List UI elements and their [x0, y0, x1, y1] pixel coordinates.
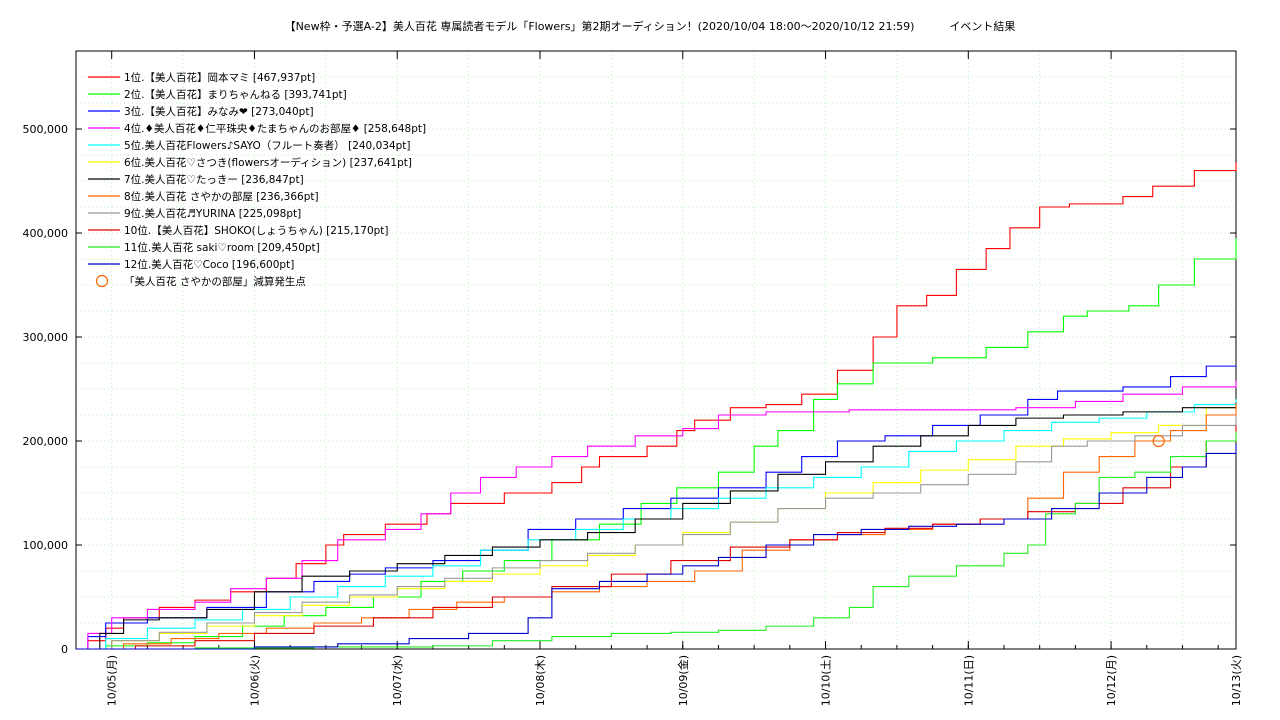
annotation-layer — [1152, 434, 1165, 448]
x-tick-label: 10/05(月) — [106, 655, 119, 706]
legend: 1位.【美人百花】岡本マミ [467,937pt] 2位.【美人百花】まりちゃんね… — [88, 71, 426, 288]
legend-label: 9位.美人百花♬YURINA [225,098pt] — [124, 207, 301, 220]
y-tick-label: 300,000 — [23, 331, 69, 344]
legend-label: 5位.美人百花Flowers♪SAYO（フルート奏者） [240,034pt] — [124, 139, 411, 152]
series-line-9 — [76, 415, 1237, 650]
x-tick-label: 10/11(日) — [962, 655, 975, 706]
x-tick-label: 10/12(月) — [1105, 655, 1118, 706]
legend-label: 8位.美人百花 さやかの部屋 [236,366pt] — [124, 190, 319, 203]
x-tick-label: 10/08(木) — [534, 655, 547, 706]
series-line-12 — [76, 444, 1237, 650]
x-tick-label: 10/09(金) — [676, 655, 690, 706]
plot-frame — [75, 50, 1237, 650]
chart-title: 【New枠・予選A-2】美人百花 専属読者モデル「Flowers」第2期オーディ… — [284, 20, 1016, 33]
y-tick-label: 100,000 — [23, 539, 69, 552]
legend-label: 6位.美人百花♡さつき(flowersオーディション) [237,641pt] — [124, 156, 412, 169]
legend-label: 11位.美人百花 saki♡room [209,450pt] — [124, 241, 320, 254]
series-line-6 — [76, 402, 1237, 650]
series-line-2 — [76, 238, 1237, 650]
legend-label: 12位.美人百花♡Coco [196,600pt] — [124, 258, 294, 271]
x-tick-label: 10/13(火) — [1230, 655, 1243, 706]
series-line-8 — [76, 403, 1237, 650]
legend-label: 7位.美人百花♡たっきー [236,847pt] — [124, 173, 304, 186]
legend-label: 2位.【美人百花】まりちゃんねる [393,741pt] — [124, 88, 347, 101]
series-line-5 — [76, 399, 1237, 650]
series-line-7 — [76, 402, 1237, 650]
legend-label: 10位.【美人百花】SHOKO(しょうちゃん) [215,170pt] — [124, 224, 389, 237]
x-tick-label: 10/06(火) — [248, 655, 261, 706]
series-layer — [76, 162, 1237, 650]
x-tick-label: 10/07(水) — [391, 655, 404, 706]
legend-label: 1位.【美人百花】岡本マミ [467,937pt] — [124, 71, 315, 84]
legend-label: 3位.【美人百花】みなみ❤ [273,040pt] — [124, 105, 314, 118]
legend-label: 4位.♦美人百花♦仁平珠央♦たまちゃんのお部屋♦ [258,648pt] — [124, 122, 426, 135]
y-tick-label: 500,000 — [23, 123, 69, 136]
series-line-4 — [76, 380, 1237, 650]
legend-annotation-label: 「美人百花 さやかの部屋」減算発生点 — [124, 275, 306, 288]
y-axis-tick-labels: 0 100,000 200,000 300,000 400,000 500,000 — [23, 123, 69, 656]
legend-annotation-marker — [95, 274, 109, 288]
x-tick-label: 10/10(土) — [820, 655, 833, 706]
series-line-11 — [76, 431, 1237, 650]
y-tick-label: 400,000 — [23, 227, 69, 240]
y-tick-label: 0 — [61, 643, 68, 656]
y-tick-label: 200,000 — [23, 435, 69, 448]
series-line-10 — [76, 425, 1237, 650]
annotation-marker — [1152, 434, 1165, 448]
x-axis-tick-labels: 10/05(月) 10/06(火) 10/07(水) 10/08(木) 10/09(金)… — [106, 655, 1243, 706]
